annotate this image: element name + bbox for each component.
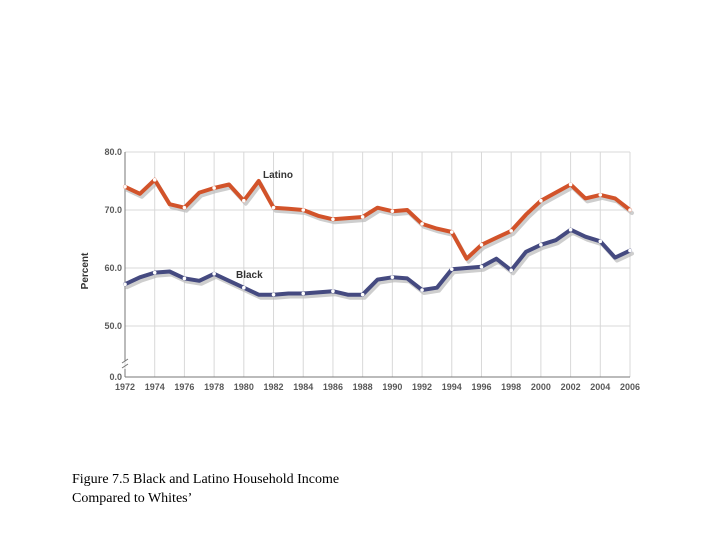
latino-data-point xyxy=(479,243,484,247)
x-tick-label: 1974 xyxy=(145,382,165,392)
y-tick-label: 50.0 xyxy=(104,321,122,331)
x-tick-label: 1988 xyxy=(353,382,373,392)
x-tick-label: 2002 xyxy=(561,382,581,392)
black-data-point xyxy=(628,248,632,253)
latino-data-point xyxy=(390,209,395,213)
x-tick-label: 1986 xyxy=(323,382,343,392)
black-data-point xyxy=(212,272,216,276)
latino-data-point xyxy=(331,217,335,222)
x-tick-labels: 1972 1974 1976 1978 1980 1982 1984 1986 1988 1990… xyxy=(115,382,640,392)
latino-data-point xyxy=(182,205,187,210)
latino-data-point xyxy=(449,230,454,234)
black-data-point xyxy=(420,288,424,292)
x-tick-label: 1984 xyxy=(293,382,313,392)
latino-data-point xyxy=(152,178,157,182)
latino-data-point xyxy=(360,215,365,219)
latino-data-point xyxy=(420,222,424,226)
x-tick-label: 1980 xyxy=(234,382,254,392)
y-tick-label: 60.0 xyxy=(104,263,122,273)
x-tick-label: 1972 xyxy=(115,382,135,392)
y-tick-label: 70.0 xyxy=(104,205,122,215)
caption-line-1: Figure 7.5 Black and Latino Household In… xyxy=(72,472,340,487)
caption-line-2: Compared to Whites’ xyxy=(72,491,193,506)
black-data-point xyxy=(123,282,127,287)
axis-break-mark xyxy=(121,358,129,369)
black-series-label: Black xyxy=(236,270,263,281)
black-data-point xyxy=(360,292,365,297)
black-data-point xyxy=(509,268,513,273)
black-series-line xyxy=(123,227,632,297)
black-data-point xyxy=(331,289,335,294)
latino-data-point xyxy=(509,229,513,233)
x-tick-label: 1996 xyxy=(471,382,491,392)
y-tick-label: 80.0 xyxy=(104,147,122,157)
x-tick-label: 1990 xyxy=(382,382,402,392)
x-tick-label: 1994 xyxy=(442,382,462,392)
latino-data-point xyxy=(598,193,603,197)
black-data-point xyxy=(479,265,484,269)
x-tick-label: 1998 xyxy=(501,382,521,392)
x-tick-label: 2006 xyxy=(620,382,640,392)
x-tick-label: 1982 xyxy=(264,382,284,392)
latino-data-point xyxy=(301,208,306,212)
plot-background xyxy=(125,152,630,377)
black-data-point xyxy=(449,267,454,271)
latino-data-point xyxy=(242,198,246,203)
latino-data-point xyxy=(212,186,216,190)
latino-series-shadow xyxy=(125,180,634,264)
latino-data-point xyxy=(271,205,276,210)
black-data-point xyxy=(182,276,187,281)
latino-data-point xyxy=(123,185,127,189)
series-labels: Latino Black xyxy=(236,170,293,281)
x-tick-label: 2000 xyxy=(531,382,551,392)
black-series-shadow xyxy=(125,230,634,300)
figure-caption: Figure 7.5 Black and Latino Household In… xyxy=(72,470,492,508)
y-axis-label: Percent xyxy=(80,252,91,289)
latino-series-line xyxy=(123,177,632,261)
black-data-point xyxy=(242,285,246,290)
latino-data-point xyxy=(539,198,543,203)
black-data-point xyxy=(568,227,573,232)
x-tick-label: 1978 xyxy=(204,382,224,392)
latino-series-label: Latino xyxy=(263,170,293,181)
series-lines xyxy=(123,177,634,300)
black-data-point xyxy=(301,291,306,296)
black-data-point xyxy=(271,292,276,297)
x-tick-label: 1992 xyxy=(412,382,432,392)
latino-data-point xyxy=(568,182,573,187)
black-data-point xyxy=(152,270,157,275)
x-tick-label: 1976 xyxy=(174,382,194,392)
black-data-point xyxy=(598,239,603,244)
x-tick-label: 2004 xyxy=(590,382,610,392)
black-data-point xyxy=(390,275,395,280)
latino-data-point xyxy=(628,208,632,212)
black-data-point xyxy=(539,243,543,247)
y-tick-label: 0.0 xyxy=(109,372,122,382)
y-tick-labels: 80.0 70.0 60.0 50.0 0.0 xyxy=(104,147,122,382)
